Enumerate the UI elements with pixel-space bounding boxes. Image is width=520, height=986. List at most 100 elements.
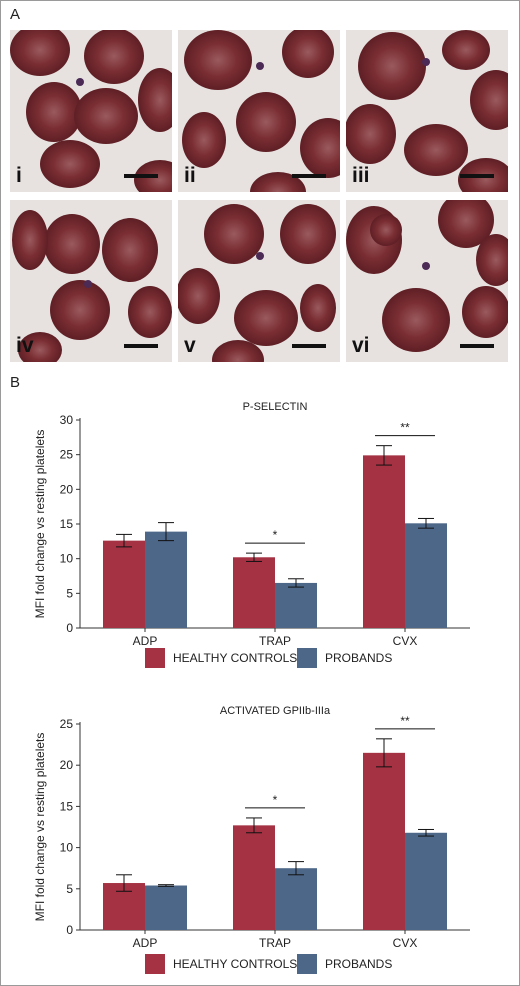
red-blood-cell bbox=[404, 124, 468, 176]
micrograph-4: iv bbox=[10, 200, 172, 362]
red-blood-cell bbox=[300, 284, 336, 332]
x-tick-label: ADP bbox=[133, 936, 158, 950]
red-blood-cell bbox=[370, 214, 402, 246]
micrograph-label: iv bbox=[16, 334, 34, 357]
red-blood-cell bbox=[182, 112, 226, 168]
significance-mark: ** bbox=[400, 421, 410, 435]
y-tick-label: 5 bbox=[66, 586, 73, 600]
y-axis-label: MFI fold change vs resting platelets bbox=[33, 430, 47, 619]
legend-swatch-healthy bbox=[145, 648, 165, 668]
red-blood-cell bbox=[40, 140, 100, 188]
legend-label-healthy: HEALTHY CONTROLS bbox=[173, 651, 298, 665]
p-selectin-chart-svg: P-SELECTIN MFI fold change vs resting pla… bbox=[33, 401, 470, 648]
scale-bar bbox=[124, 344, 158, 348]
x-tick-label: CVX bbox=[393, 936, 418, 950]
platelet bbox=[256, 62, 264, 70]
bar bbox=[363, 455, 405, 628]
y-tick-label: 0 bbox=[66, 923, 73, 937]
y-tick-label: 10 bbox=[60, 841, 74, 855]
y-tick-label: 10 bbox=[60, 552, 74, 566]
red-blood-cell bbox=[12, 210, 48, 270]
scale-bar bbox=[460, 174, 494, 178]
bar bbox=[145, 885, 187, 930]
red-blood-cell bbox=[178, 268, 220, 324]
scale-bar bbox=[124, 174, 158, 178]
micrograph-label: iii bbox=[352, 164, 370, 187]
y-tick-label: 15 bbox=[60, 517, 74, 531]
significance-mark: * bbox=[273, 528, 278, 542]
red-blood-cell bbox=[476, 234, 508, 286]
legend-label-probands: PROBANDS bbox=[325, 651, 393, 665]
y-tick-label: 5 bbox=[66, 882, 73, 896]
blood-smear-image bbox=[182, 30, 340, 192]
micrograph-label: v bbox=[184, 334, 196, 357]
platelet bbox=[76, 78, 84, 86]
red-blood-cell bbox=[346, 104, 396, 164]
gpiib-iiia-chart: ACTIVATED GPIIb-IIIa MFI fold change vs r… bbox=[0, 695, 520, 985]
y-tick-label: 25 bbox=[60, 717, 74, 731]
p-selectin-chart: P-SELECTIN MFI fold change vs resting pla… bbox=[0, 395, 520, 685]
micrograph-3: iii bbox=[346, 30, 508, 192]
bar bbox=[275, 868, 317, 930]
y-axis-label: MFI fold change vs resting platelets bbox=[33, 733, 47, 922]
platelet bbox=[422, 58, 430, 66]
micrograph-5: v bbox=[178, 200, 340, 362]
red-blood-cell bbox=[84, 30, 144, 84]
gpiib-iiia-chart-svg: ACTIVATED GPIIb-IIIa MFI fold change vs r… bbox=[33, 705, 470, 950]
x-tick-label: TRAP bbox=[259, 634, 291, 648]
red-blood-cell bbox=[234, 290, 298, 346]
platelet bbox=[422, 262, 430, 270]
red-blood-cell bbox=[44, 214, 100, 274]
x-tick-label: TRAP bbox=[259, 936, 291, 950]
red-blood-cell bbox=[128, 286, 172, 338]
red-blood-cell bbox=[442, 30, 490, 70]
red-blood-cell bbox=[50, 280, 110, 340]
red-blood-cell bbox=[300, 118, 340, 178]
chart-title: ACTIVATED GPIIb-IIIa bbox=[220, 705, 331, 717]
scale-bar bbox=[292, 174, 326, 178]
blood-smear-image bbox=[346, 200, 508, 352]
micrograph-6: vi bbox=[346, 200, 508, 362]
micrograph-label: vi bbox=[352, 334, 370, 357]
y-tick-label: 15 bbox=[60, 799, 74, 813]
platelet bbox=[84, 280, 92, 288]
legend-swatch-healthy bbox=[145, 954, 165, 974]
micrograph-label: ii bbox=[184, 164, 196, 187]
y-tick-label: 20 bbox=[60, 758, 74, 772]
legend-swatch-probands bbox=[297, 954, 317, 974]
red-blood-cell bbox=[470, 70, 508, 130]
bar bbox=[145, 531, 187, 628]
significance-mark: * bbox=[273, 793, 278, 807]
red-blood-cell bbox=[204, 204, 264, 264]
blood-smear-image bbox=[12, 210, 172, 362]
red-blood-cell bbox=[358, 32, 426, 100]
x-tick-label: ADP bbox=[133, 634, 158, 648]
red-blood-cell bbox=[138, 68, 172, 132]
y-tick-label: 0 bbox=[66, 621, 73, 635]
red-blood-cell bbox=[462, 286, 508, 338]
bar bbox=[103, 540, 145, 628]
chart-title: P-SELECTIN bbox=[243, 401, 308, 413]
bar bbox=[233, 825, 275, 930]
micrograph-1: i bbox=[10, 30, 172, 192]
y-tick-label: 25 bbox=[60, 448, 74, 462]
bar bbox=[363, 752, 405, 930]
blood-smear-image bbox=[10, 30, 172, 192]
red-blood-cell bbox=[236, 92, 296, 152]
red-blood-cell bbox=[184, 30, 252, 90]
red-blood-cell bbox=[438, 200, 494, 248]
scale-bar bbox=[292, 344, 326, 348]
red-blood-cell bbox=[250, 172, 306, 192]
legend-swatch-probands bbox=[297, 648, 317, 668]
significance-mark: ** bbox=[400, 714, 410, 728]
legend-label-healthy: HEALTHY CONTROLS bbox=[173, 957, 298, 971]
bar bbox=[405, 523, 447, 628]
x-tick-label: CVX bbox=[393, 634, 418, 648]
red-blood-cell bbox=[282, 30, 334, 78]
red-blood-cell bbox=[18, 332, 62, 362]
bar bbox=[275, 582, 317, 628]
y-tick-label: 20 bbox=[60, 482, 74, 496]
red-blood-cell bbox=[26, 82, 82, 142]
micrograph-label: i bbox=[16, 164, 22, 187]
bar bbox=[233, 557, 275, 628]
